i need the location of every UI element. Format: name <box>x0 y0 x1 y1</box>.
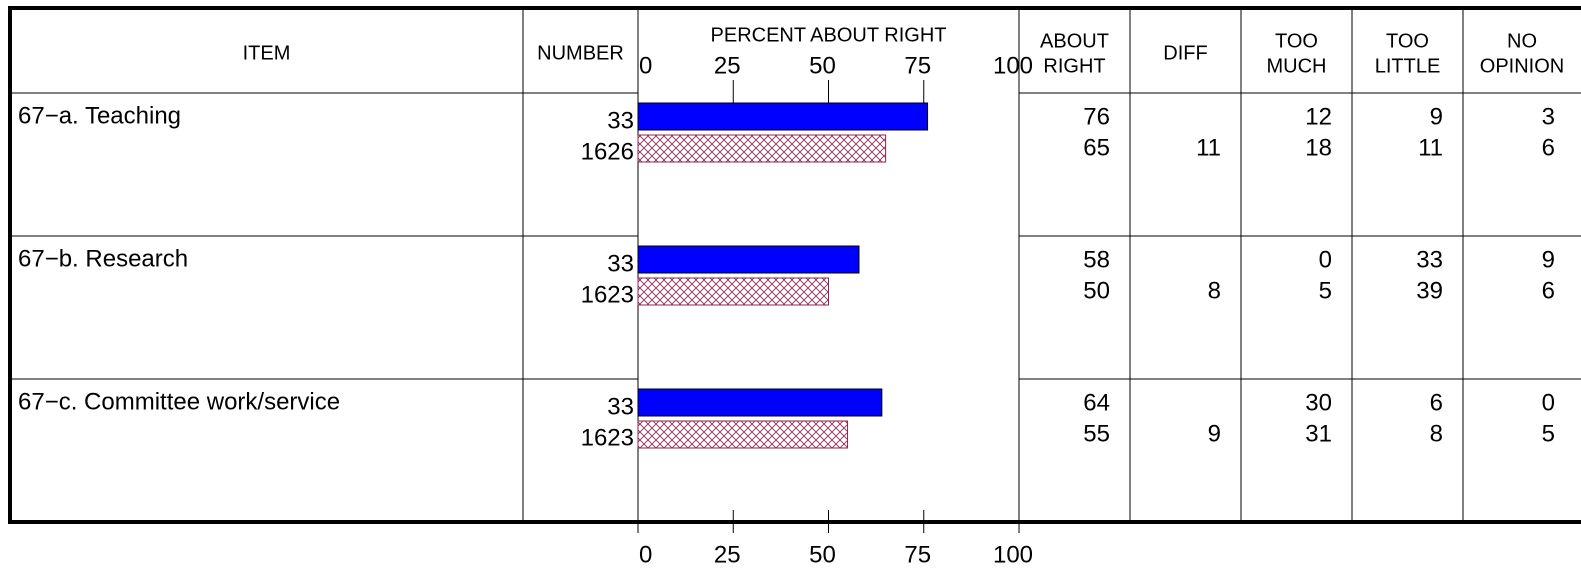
column-header: TOO <box>1275 30 1318 52</box>
x-tick-label: 75 <box>904 541 931 568</box>
column-header: LITTLE <box>1375 55 1441 77</box>
item-label: 67−a. Teaching <box>18 102 181 129</box>
x-tick-label: 25 <box>714 541 741 568</box>
no-opinion: 9 <box>1542 246 1555 273</box>
too-much: 31 <box>1305 420 1332 447</box>
column-header: RIGHT <box>1043 55 1105 77</box>
bar <box>637 277 829 306</box>
bar <box>637 102 929 131</box>
x-tick-label: 100 <box>993 52 1033 79</box>
about-right: 76 <box>1083 103 1110 130</box>
no-opinion: 0 <box>1542 389 1555 416</box>
column-header: ITEM <box>243 42 291 64</box>
x-tick-label: 50 <box>809 52 836 79</box>
too-little: 11 <box>1418 134 1443 161</box>
item-label: 67−c. Committee work/service <box>18 388 340 415</box>
column-header: DIFF <box>1163 42 1207 64</box>
number: 1626 <box>581 138 634 165</box>
about-right: 65 <box>1083 134 1110 161</box>
column-header: TOO <box>1386 30 1429 52</box>
x-tick-label: 25 <box>714 52 741 79</box>
number: 33 <box>607 393 634 420</box>
x-tick-label: 0 <box>639 541 652 568</box>
too-much: 18 <box>1305 134 1332 161</box>
diff: 8 <box>1208 277 1221 304</box>
about-right: 55 <box>1083 420 1110 447</box>
x-tick-label: 100 <box>993 541 1033 568</box>
too-little: 33 <box>1416 246 1443 273</box>
about-right: 58 <box>1083 246 1110 273</box>
too-little: 9 <box>1430 103 1443 130</box>
about-right: 64 <box>1083 389 1110 416</box>
too-little: 39 <box>1416 277 1443 304</box>
too-much: 12 <box>1305 103 1332 130</box>
column-header: PERCENT ABOUT RIGHT <box>711 24 947 46</box>
too-little: 6 <box>1430 389 1443 416</box>
no-opinion: 5 <box>1542 420 1555 447</box>
number: 1623 <box>581 281 634 308</box>
number: 33 <box>607 250 634 277</box>
column-header: NUMBER <box>537 42 624 64</box>
x-tick-label: 75 <box>904 52 931 79</box>
diff: 9 <box>1208 420 1221 447</box>
column-header: NO <box>1507 30 1537 52</box>
too-little: 8 <box>1430 420 1443 447</box>
number: 33 <box>607 107 634 134</box>
column-header: ABOUT <box>1040 30 1109 52</box>
no-opinion: 3 <box>1542 103 1555 130</box>
too-much: 30 <box>1305 389 1332 416</box>
too-much: 0 <box>1319 246 1332 273</box>
bar <box>637 134 887 163</box>
item-label: 67−b. Research <box>18 245 188 272</box>
no-opinion: 6 <box>1542 134 1555 161</box>
x-tick-label: 50 <box>809 541 836 568</box>
bar <box>637 388 883 417</box>
column-header: OPINION <box>1480 55 1564 77</box>
bar <box>637 245 860 274</box>
bar <box>637 420 849 449</box>
diff: 11 <box>1196 134 1221 161</box>
x-tick-label: 0 <box>639 52 652 79</box>
number: 1623 <box>581 424 634 451</box>
too-much: 5 <box>1319 277 1332 304</box>
about-right: 50 <box>1083 277 1110 304</box>
no-opinion: 6 <box>1542 277 1555 304</box>
column-header: MUCH <box>1267 55 1327 77</box>
